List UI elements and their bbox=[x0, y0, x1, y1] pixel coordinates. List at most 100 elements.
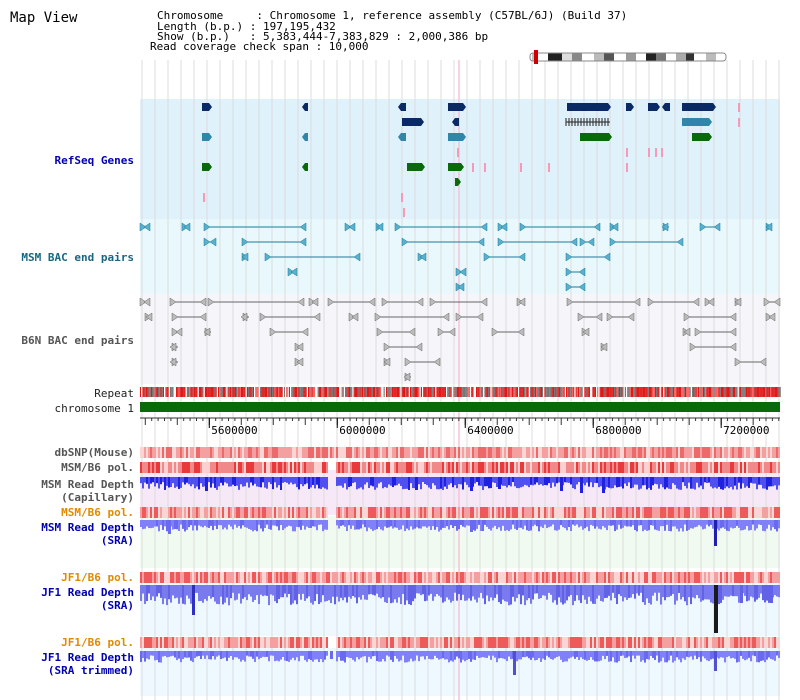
polymorphism-density-cell bbox=[716, 572, 718, 583]
read-depth-bar bbox=[676, 651, 678, 658]
bac-end-marker bbox=[565, 252, 573, 262]
read-depth-bar bbox=[514, 477, 516, 487]
polymorphism-density-cell bbox=[314, 637, 316, 648]
read-depth-bar bbox=[534, 651, 536, 661]
repeat-element bbox=[250, 387, 252, 397]
read-depth-bar bbox=[318, 477, 320, 489]
read-depth-bar bbox=[424, 520, 426, 527]
polymorphism-density-cell bbox=[246, 462, 248, 473]
polymorphism-density-cell bbox=[736, 447, 738, 458]
read-depth-bar bbox=[716, 477, 718, 489]
read-depth-bar bbox=[696, 651, 698, 659]
gene-feature bbox=[448, 103, 466, 111]
read-depth-bar bbox=[246, 520, 248, 528]
track-label-refseq[interactable]: RefSeq Genes bbox=[54, 154, 134, 167]
read-depth-bar bbox=[592, 477, 594, 488]
polymorphism-density-cell bbox=[730, 572, 732, 583]
polymorphism-density-cell bbox=[734, 572, 736, 583]
read-depth-bar bbox=[390, 520, 392, 527]
polymorphism-density-cell bbox=[386, 572, 388, 583]
polymorphism-density-cell bbox=[580, 447, 582, 458]
bac-end-marker bbox=[729, 342, 737, 352]
polymorphism-density-cell bbox=[370, 507, 372, 518]
read-depth-bar bbox=[566, 520, 568, 531]
polymorphism-density-cell bbox=[556, 447, 558, 458]
polymorphism-density-cell bbox=[592, 462, 594, 473]
read-depth-bar bbox=[642, 477, 644, 486]
read-depth-bar bbox=[424, 477, 426, 484]
bac-end-marker bbox=[139, 297, 147, 307]
polymorphism-density-cell bbox=[434, 572, 436, 583]
read-depth-bar bbox=[684, 477, 686, 486]
polymorphism-density-cell bbox=[702, 637, 704, 648]
repeat-element bbox=[675, 387, 677, 397]
read-depth-bar bbox=[264, 651, 266, 658]
read-depth-bar bbox=[450, 477, 452, 484]
read-depth-bar bbox=[680, 651, 682, 663]
track-label-msm-depth-sra: MSM Read Depth bbox=[41, 521, 134, 534]
polymorphism-density-cell bbox=[194, 637, 196, 648]
polymorphism-density-cell bbox=[242, 572, 244, 583]
repeat-element bbox=[690, 387, 692, 397]
repeat-element bbox=[539, 387, 541, 397]
repeat-element bbox=[585, 387, 587, 397]
polymorphism-density-cell bbox=[178, 572, 180, 583]
polymorphism-density-cell bbox=[372, 572, 374, 583]
gene-feature bbox=[448, 133, 466, 141]
read-depth-bar bbox=[624, 477, 626, 484]
polymorphism-density-cell bbox=[404, 462, 406, 473]
read-depth-bar bbox=[738, 520, 740, 528]
repeat-element bbox=[653, 387, 655, 397]
read-depth-bar bbox=[440, 585, 442, 598]
polymorphism-density-cell bbox=[260, 507, 262, 518]
read-depth-bar bbox=[556, 585, 558, 605]
read-depth-bar bbox=[324, 651, 326, 660]
read-depth-bar bbox=[540, 477, 542, 485]
polymorphism-density-cell bbox=[608, 572, 610, 583]
read-depth-bar bbox=[596, 520, 598, 527]
bac-end-marker bbox=[264, 252, 272, 262]
repeat-element bbox=[514, 387, 516, 397]
read-depth-bar bbox=[596, 585, 598, 599]
track-label-msm-bac[interactable]: MSM BAC end pairs bbox=[21, 251, 134, 264]
polymorphism-density-cell bbox=[220, 507, 222, 518]
polymorphism-density-cell bbox=[190, 572, 192, 583]
read-depth-bar bbox=[272, 651, 274, 656]
repeat-element bbox=[554, 387, 556, 397]
read-depth-bar bbox=[514, 585, 516, 602]
read-depth-bar bbox=[638, 520, 640, 526]
polymorphism-density-cell bbox=[368, 507, 370, 518]
read-depth-bar bbox=[296, 651, 298, 658]
read-depth-bar bbox=[662, 520, 664, 527]
repeat-element bbox=[682, 387, 684, 397]
polymorphism-density-cell bbox=[214, 637, 216, 648]
polymorphism-density-cell bbox=[764, 507, 766, 518]
read-depth-bar bbox=[284, 477, 286, 483]
track-label-b6n-bac[interactable]: B6N BAC end pairs bbox=[21, 334, 134, 347]
read-depth-bar bbox=[614, 651, 616, 663]
read-depth-bar bbox=[718, 520, 720, 531]
polymorphism-density-cell bbox=[766, 572, 768, 583]
read-depth-bar bbox=[142, 520, 144, 530]
repeat-element bbox=[272, 387, 274, 397]
polymorphism-density-cell bbox=[612, 572, 614, 583]
repeat-element bbox=[544, 387, 546, 397]
bac-end-marker bbox=[209, 237, 217, 247]
polymorphism-density-cell bbox=[554, 462, 556, 473]
read-depth-spike bbox=[330, 651, 333, 659]
polymorphism-density-cell bbox=[248, 572, 250, 583]
polymorphism-density-cell bbox=[760, 462, 762, 473]
read-depth-bar bbox=[544, 520, 546, 525]
repeat-element bbox=[329, 387, 331, 397]
polymorphism-density-cell bbox=[588, 462, 590, 473]
read-depth-bar bbox=[394, 520, 396, 528]
read-depth-bar bbox=[214, 585, 216, 602]
polymorphism-density-cell bbox=[462, 572, 464, 583]
polymorphism-density-cell bbox=[604, 637, 606, 648]
read-depth-bar bbox=[748, 585, 750, 601]
polymorphism-density-cell bbox=[380, 507, 382, 518]
polymorphism-density-cell bbox=[298, 462, 300, 473]
repeat-element bbox=[435, 387, 437, 397]
read-depth-bar bbox=[496, 520, 498, 530]
